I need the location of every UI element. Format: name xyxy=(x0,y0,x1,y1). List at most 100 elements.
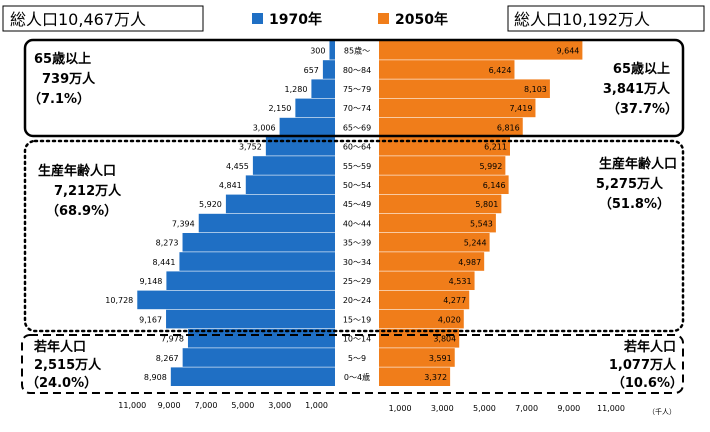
value-label-1970: 8,273 xyxy=(156,239,179,248)
x-tick-left: 11,000 xyxy=(118,401,146,410)
value-label-1970: 8,267 xyxy=(156,354,179,363)
age-category-label: 0～4歳 xyxy=(344,372,370,382)
bar-2050 xyxy=(379,137,510,156)
age-category-label: 85歳～ xyxy=(344,46,370,56)
legend-label-2050: 2050年 xyxy=(395,11,448,28)
value-labels-1970: 300 657 1,280 2,150 3,006 3,752 4,455 4,841 5,92… xyxy=(105,47,325,382)
elderly-group-box xyxy=(23,38,685,138)
bars-1970 xyxy=(137,41,335,386)
right-youth-title: 若年人口 xyxy=(623,339,676,355)
bar-1970 xyxy=(245,175,335,194)
value-label-1970: 3,752 xyxy=(239,143,262,152)
age-category-label: 20～24 xyxy=(343,296,371,305)
value-label-1970: 5,920 xyxy=(199,200,222,209)
value-label-1970: 657 xyxy=(304,66,319,75)
bar-2050 xyxy=(379,117,523,137)
bar-1970 xyxy=(137,290,335,310)
value-label-2050: 4,531 xyxy=(449,277,472,286)
bar-1970 xyxy=(322,60,335,79)
value-label-2050: 3,804 xyxy=(433,335,456,344)
value-label-2050: 6,816 xyxy=(497,123,520,132)
bar-2050 xyxy=(379,156,506,175)
right-working-title: 生産年齢人口 xyxy=(599,156,677,172)
age-category-label: 5～9 xyxy=(348,354,366,363)
value-label-2050: 4,987 xyxy=(458,258,481,267)
left-working-title: 生産年齢人口 xyxy=(38,163,116,179)
right-working-count: 5,275万人 xyxy=(596,176,664,192)
bar-2050 xyxy=(379,233,490,252)
value-label-2050: 4,020 xyxy=(438,315,461,324)
value-label-2050: 5,543 xyxy=(470,219,493,228)
bar-2050 xyxy=(379,290,470,310)
value-label-2050: 5,801 xyxy=(475,200,498,209)
age-category-label: 75～79 xyxy=(343,85,371,94)
left-elderly-title: 65歳以上 xyxy=(34,51,91,67)
x-tick-right: 9,000 xyxy=(557,404,580,413)
bar-1970 xyxy=(166,271,335,290)
legend-label-1970: 1970年 xyxy=(269,11,322,28)
left-youth-pct: （24.0%） xyxy=(26,375,97,391)
bar-2050 xyxy=(379,194,502,214)
legend-swatch-1970 xyxy=(252,13,263,24)
bar-1970 xyxy=(198,213,335,233)
right-total-box xyxy=(507,5,705,32)
bar-2050 xyxy=(379,213,496,233)
age-category-label: 60～64 xyxy=(343,143,371,152)
age-category-labels: 85歳～ 80～84 75～79 70～74 65～69 60～64 55～59 50～54 4… xyxy=(343,46,371,382)
bar-2050 xyxy=(379,79,550,98)
value-label-2050: 9,644 xyxy=(556,47,579,56)
x-tick-right: 3,000 xyxy=(431,404,454,413)
value-label-2050: 3,591 xyxy=(429,354,452,363)
value-label-1970: 4,455 xyxy=(226,162,249,171)
value-label-1970: 1,280 xyxy=(285,85,308,94)
value-labels-2050: 9,644 6,424 8,103 7,419 6,816 6,211 5,992 6,146… xyxy=(424,47,579,382)
bar-2050 xyxy=(379,252,485,271)
right-elderly-title: 65歳以上 xyxy=(613,61,670,77)
value-label-1970: 9,148 xyxy=(139,277,162,286)
bar-2050 xyxy=(379,271,475,290)
age-category-label: 25～29 xyxy=(343,277,371,286)
value-label-1970: 2,150 xyxy=(268,104,291,113)
left-youth-title: 若年人口 xyxy=(33,339,86,355)
value-label-1970: 10,728 xyxy=(105,296,133,305)
value-label-1970: 300 xyxy=(310,47,325,56)
left-elderly-count: 739万人 xyxy=(42,71,96,87)
bar-1970 xyxy=(179,252,335,271)
x-tick-left: 1,000 xyxy=(305,401,328,410)
x-tick-left: 5,000 xyxy=(231,401,254,410)
age-category-label: 40～44 xyxy=(343,219,371,228)
bar-1970 xyxy=(329,41,335,60)
youth-group-box xyxy=(21,334,684,394)
value-label-1970: 7,394 xyxy=(172,219,195,228)
value-label-2050: 6,146 xyxy=(483,181,506,190)
value-label-2050: 7,419 xyxy=(510,104,533,113)
unit-label: （千人） xyxy=(648,407,676,416)
bar-2050 xyxy=(379,60,515,79)
age-category-label: 45～49 xyxy=(343,200,371,209)
left-working-pct: （68.9%） xyxy=(46,203,117,219)
age-category-label: 65～69 xyxy=(343,123,371,132)
value-label-2050: 4,277 xyxy=(443,296,466,305)
value-label-2050: 5,992 xyxy=(479,162,502,171)
bar-2050 xyxy=(379,329,460,348)
bar-1970 xyxy=(182,233,335,252)
right-youth-pct: （10.6%） xyxy=(612,375,683,391)
left-youth-count: 2,515万人 xyxy=(34,357,102,373)
bar-1970 xyxy=(279,117,335,137)
right-elderly-count: 3,841万人 xyxy=(603,81,671,97)
bar-2050 xyxy=(379,98,536,118)
age-category-label: 15～19 xyxy=(343,315,371,324)
value-label-1970: 8,908 xyxy=(144,373,167,382)
bars-2050 xyxy=(379,41,583,386)
value-label-2050: 5,244 xyxy=(464,239,487,248)
left-working-count: 7,212万人 xyxy=(54,183,122,199)
bar-1970 xyxy=(252,156,335,175)
age-category-label: 50～54 xyxy=(343,181,371,190)
age-category-label: 10～14 xyxy=(343,335,371,344)
x-tick-right: 1,000 xyxy=(389,404,412,413)
value-label-1970: 8,441 xyxy=(153,258,176,267)
value-label-2050: 3,372 xyxy=(424,373,447,382)
bar-2050 xyxy=(379,41,583,60)
right-total-text: 総人口10,192万人 xyxy=(514,10,650,29)
